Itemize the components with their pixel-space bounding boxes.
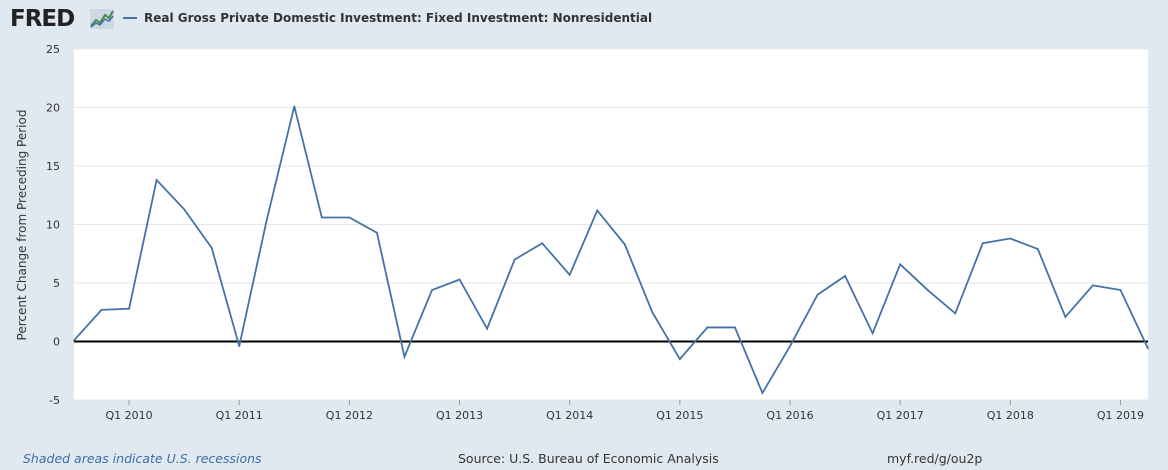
data-point[interactable] xyxy=(1037,248,1039,250)
data-point[interactable] xyxy=(1009,237,1012,240)
x-tick-label: Q1 2019 xyxy=(1097,409,1144,422)
data-point[interactable] xyxy=(1092,284,1094,287)
data-point[interactable] xyxy=(155,179,158,181)
data-point[interactable] xyxy=(100,309,103,311)
x-tick-label: Q1 2012 xyxy=(326,409,373,422)
data-point[interactable] xyxy=(926,289,929,291)
y-axis-ticks: -5 0 5 10 15 20 25 xyxy=(46,43,60,407)
data-point[interactable] xyxy=(954,312,957,315)
x-axis-ticks: Q1 2010 Q1 2011 Q1 2012 Q1 2013 Q1 2014 Q1 20… xyxy=(105,400,1144,422)
data-point[interactable] xyxy=(623,243,626,246)
data-point[interactable] xyxy=(1119,289,1122,291)
data-point[interactable] xyxy=(486,327,488,330)
y-tick-label: 20 xyxy=(46,102,60,115)
data-point[interactable] xyxy=(210,247,213,249)
y-axis-label: Percent Change from Preceding Period xyxy=(15,110,29,341)
data-point[interactable] xyxy=(734,326,736,329)
x-tick-label: Q1 2018 xyxy=(987,409,1034,422)
series-points xyxy=(73,105,1149,394)
data-point[interactable] xyxy=(128,307,130,310)
legend-swatch xyxy=(123,17,137,19)
data-point[interactable] xyxy=(651,311,654,314)
data-point[interactable] xyxy=(706,326,709,329)
y-tick-label: 5 xyxy=(53,277,60,290)
y-tick-label: 15 xyxy=(46,160,60,173)
data-point[interactable] xyxy=(513,258,516,261)
data-point[interactable] xyxy=(871,332,874,335)
data-point[interactable] xyxy=(431,289,433,291)
x-tick-label: Q1 2010 xyxy=(105,409,152,422)
fred-logo-graph-icon xyxy=(90,9,114,29)
fred-logo[interactable]: FRED xyxy=(10,6,75,32)
data-point[interactable] xyxy=(679,358,681,360)
chart-legend: Real Gross Private Domestic Investment: … xyxy=(123,11,652,25)
data-point[interactable] xyxy=(348,216,351,219)
data-point[interactable] xyxy=(73,339,75,342)
data-point[interactable] xyxy=(596,209,599,212)
data-point[interactable] xyxy=(981,242,984,245)
x-tick-label: Q1 2015 xyxy=(656,409,703,422)
x-tick-label: Q1 2017 xyxy=(877,409,924,422)
y-tick-label: 10 xyxy=(46,219,60,232)
data-point[interactable] xyxy=(844,275,846,277)
data-point[interactable] xyxy=(403,355,406,358)
short-url[interactable]: myf.red/g/ou2p xyxy=(887,451,983,466)
data-point[interactable] xyxy=(1147,347,1149,350)
x-tick-label: Q1 2014 xyxy=(546,409,593,422)
y-tick-label: 25 xyxy=(46,43,60,56)
data-point[interactable] xyxy=(238,345,241,347)
data-point[interactable] xyxy=(265,219,268,221)
data-point[interactable] xyxy=(293,105,296,108)
data-point[interactable] xyxy=(458,278,461,281)
data-point[interactable] xyxy=(183,208,185,211)
data-point[interactable] xyxy=(541,242,543,245)
source-text: Source: U.S. Bureau of Economic Analysis xyxy=(458,451,719,466)
y-tick-label: 0 xyxy=(53,336,60,349)
series-line[interactable] xyxy=(73,106,1149,395)
data-point[interactable] xyxy=(899,263,901,266)
series-title[interactable]: Real Gross Private Domestic Investment: … xyxy=(144,11,653,25)
data-point[interactable] xyxy=(789,345,791,347)
data-point[interactable] xyxy=(1064,316,1067,318)
data-point[interactable] xyxy=(568,274,571,276)
x-tick-label: Q1 2011 xyxy=(216,409,263,422)
y-tick-label: -5 xyxy=(49,394,60,407)
x-tick-label: Q1 2016 xyxy=(766,409,813,422)
x-tick-label: Q1 2013 xyxy=(436,409,483,422)
recession-note-link[interactable]: Shaded areas indicate U.S. recessions xyxy=(23,451,262,466)
data-point[interactable] xyxy=(761,392,764,394)
data-point[interactable] xyxy=(816,293,819,296)
data-point[interactable] xyxy=(376,231,378,234)
data-point[interactable] xyxy=(321,216,323,219)
